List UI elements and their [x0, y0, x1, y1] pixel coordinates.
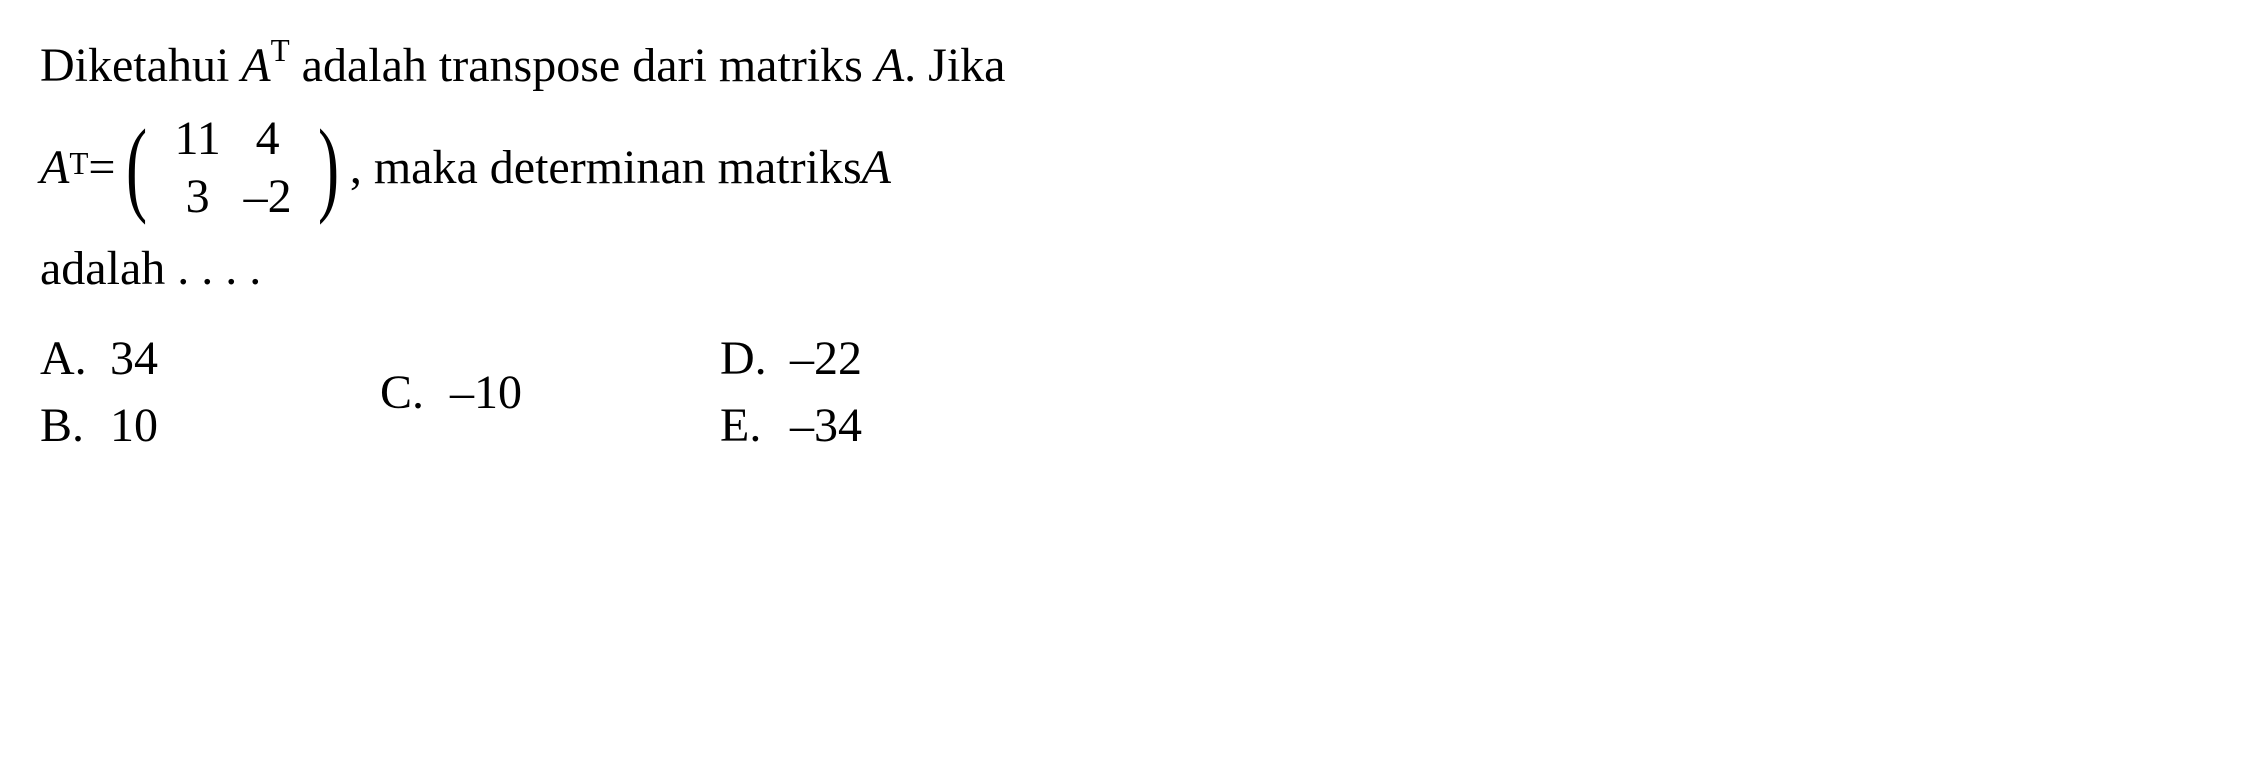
option-A[interactable]: A. 34: [40, 331, 200, 386]
var-A-2: A: [875, 39, 904, 92]
problem-line-2: AT= ( 11 4 3 –2 ) , maka determinan matr…: [40, 110, 2224, 225]
matrix-AT: ( 11 4 3 –2 ): [119, 110, 345, 225]
matrix-row-2: 3 –2: [163, 168, 303, 226]
answer-options: A. 34 B. 10 C. –10 D. –22 E. –34: [40, 325, 2224, 459]
matrix-left-paren: (: [127, 125, 148, 209]
options-column-de: D. –22 E. –34: [720, 325, 880, 459]
super-T-2: T: [69, 141, 88, 188]
matrix-r1c1: 11: [163, 110, 233, 168]
option-B-value: 10: [110, 398, 200, 453]
equals-sign: =: [88, 132, 115, 204]
option-C-letter: C.: [380, 365, 450, 420]
options-column-ab: A. 34 B. 10: [40, 325, 200, 459]
matrix-r2c2: –2: [233, 168, 303, 226]
text-adalah: adalah . . . .: [40, 242, 261, 295]
matrix-content: 11 4 3 –2: [155, 110, 311, 225]
matrix-r2c1: 3: [163, 168, 233, 226]
text-diketahui: Diketahui: [40, 39, 241, 92]
option-D[interactable]: D. –22: [720, 331, 880, 386]
problem-line-1: Diketahui AT adalah transpose dari matri…: [40, 30, 2224, 102]
matrix-row-1: 11 4: [163, 110, 303, 168]
option-B-letter: B.: [40, 398, 110, 453]
option-E[interactable]: E. –34: [720, 398, 880, 453]
super-T-1: T: [271, 33, 290, 68]
text-adalah-transpose: adalah transpose dari matriks: [290, 39, 875, 92]
options-column-c: C. –10: [380, 325, 540, 459]
var-A-1: A: [241, 39, 270, 92]
matrix-r1c2: 4: [233, 110, 303, 168]
problem-statement: Diketahui AT adalah transpose dari matri…: [40, 30, 2224, 305]
option-D-letter: D.: [720, 331, 790, 386]
option-E-value: –34: [790, 398, 880, 453]
option-D-value: –22: [790, 331, 880, 386]
matrix-right-paren: ): [318, 125, 339, 209]
var-A-3: A: [40, 132, 69, 204]
option-B[interactable]: B. 10: [40, 398, 200, 453]
problem-line-3: adalah . . . .: [40, 233, 2224, 305]
text-maka-determinan: , maka determinan matriks: [350, 132, 862, 204]
option-A-value: 34: [110, 331, 200, 386]
option-C-value: –10: [450, 365, 540, 420]
var-A-4: A: [862, 132, 891, 204]
option-A-letter: A.: [40, 331, 110, 386]
option-E-letter: E.: [720, 398, 790, 453]
text-jika: . Jika: [904, 39, 1005, 92]
option-C[interactable]: C. –10: [380, 365, 540, 420]
